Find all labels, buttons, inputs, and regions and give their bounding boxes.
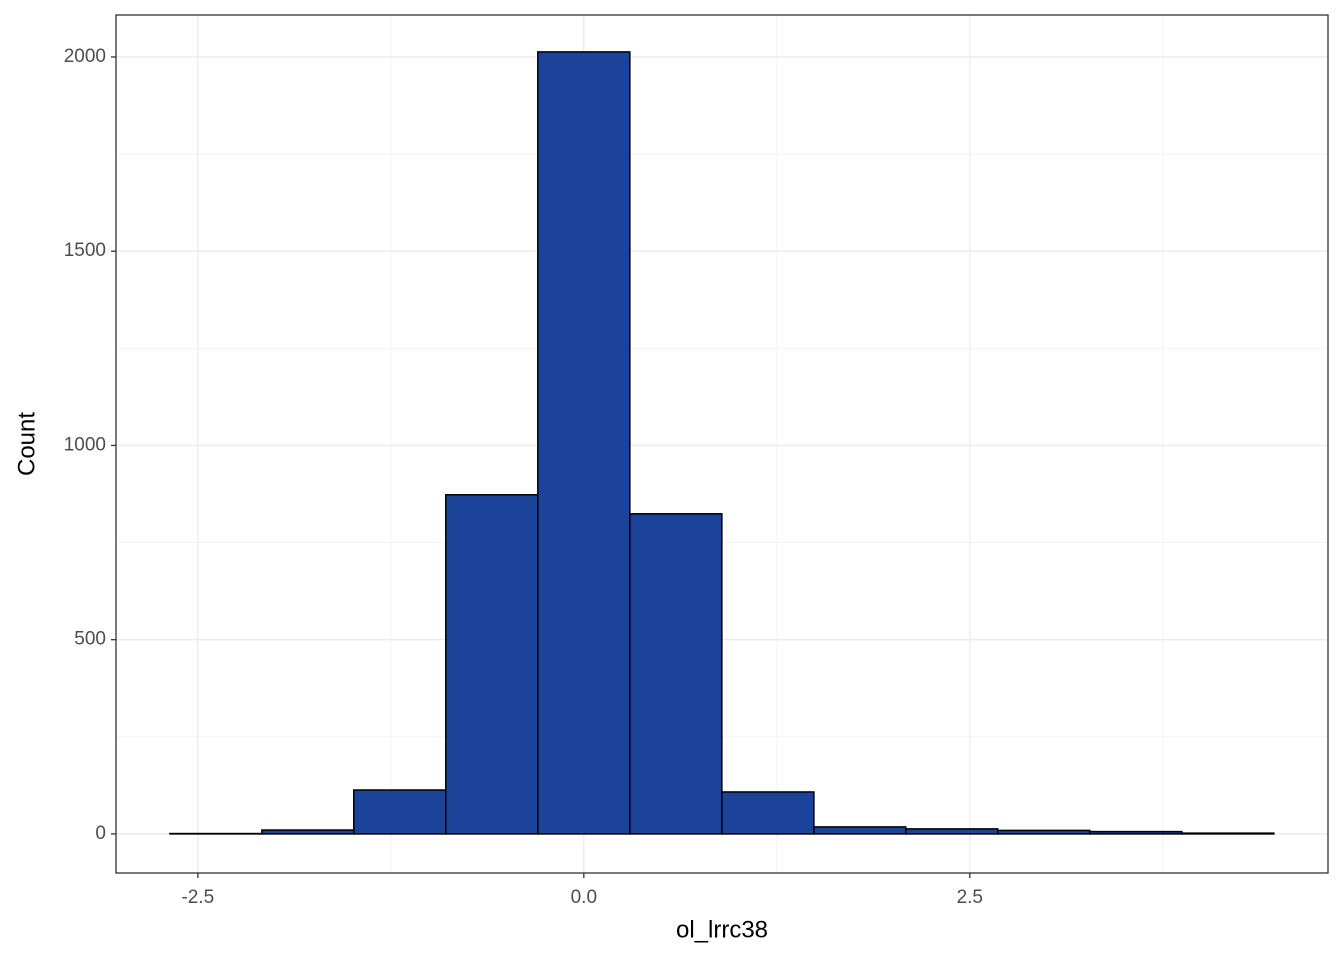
y-tick-label: 500 [74, 629, 106, 650]
y-tick-label: 0 [95, 823, 106, 844]
bar [996, 829, 1091, 835]
y-axis-title: Count [13, 412, 40, 476]
x-tick-label: -2.5 [181, 887, 214, 908]
x-tick-label: 2.5 [957, 887, 983, 908]
y-tick-label: 1500 [64, 240, 106, 261]
bar [813, 826, 907, 835]
bar [1089, 830, 1183, 835]
y-tick-label: 2000 [64, 46, 106, 67]
y-tick-label: 1000 [64, 434, 106, 455]
bar [537, 51, 631, 835]
bar [721, 791, 815, 835]
bar [629, 513, 723, 835]
x-tick-label: 0.0 [571, 887, 597, 908]
bar [445, 494, 539, 835]
x-axis-title: ol_lrrc38 [676, 916, 768, 943]
bar [1181, 832, 1275, 835]
bar [353, 789, 447, 835]
bar [904, 828, 999, 835]
panel-border [115, 14, 1329, 874]
bar [261, 829, 355, 835]
